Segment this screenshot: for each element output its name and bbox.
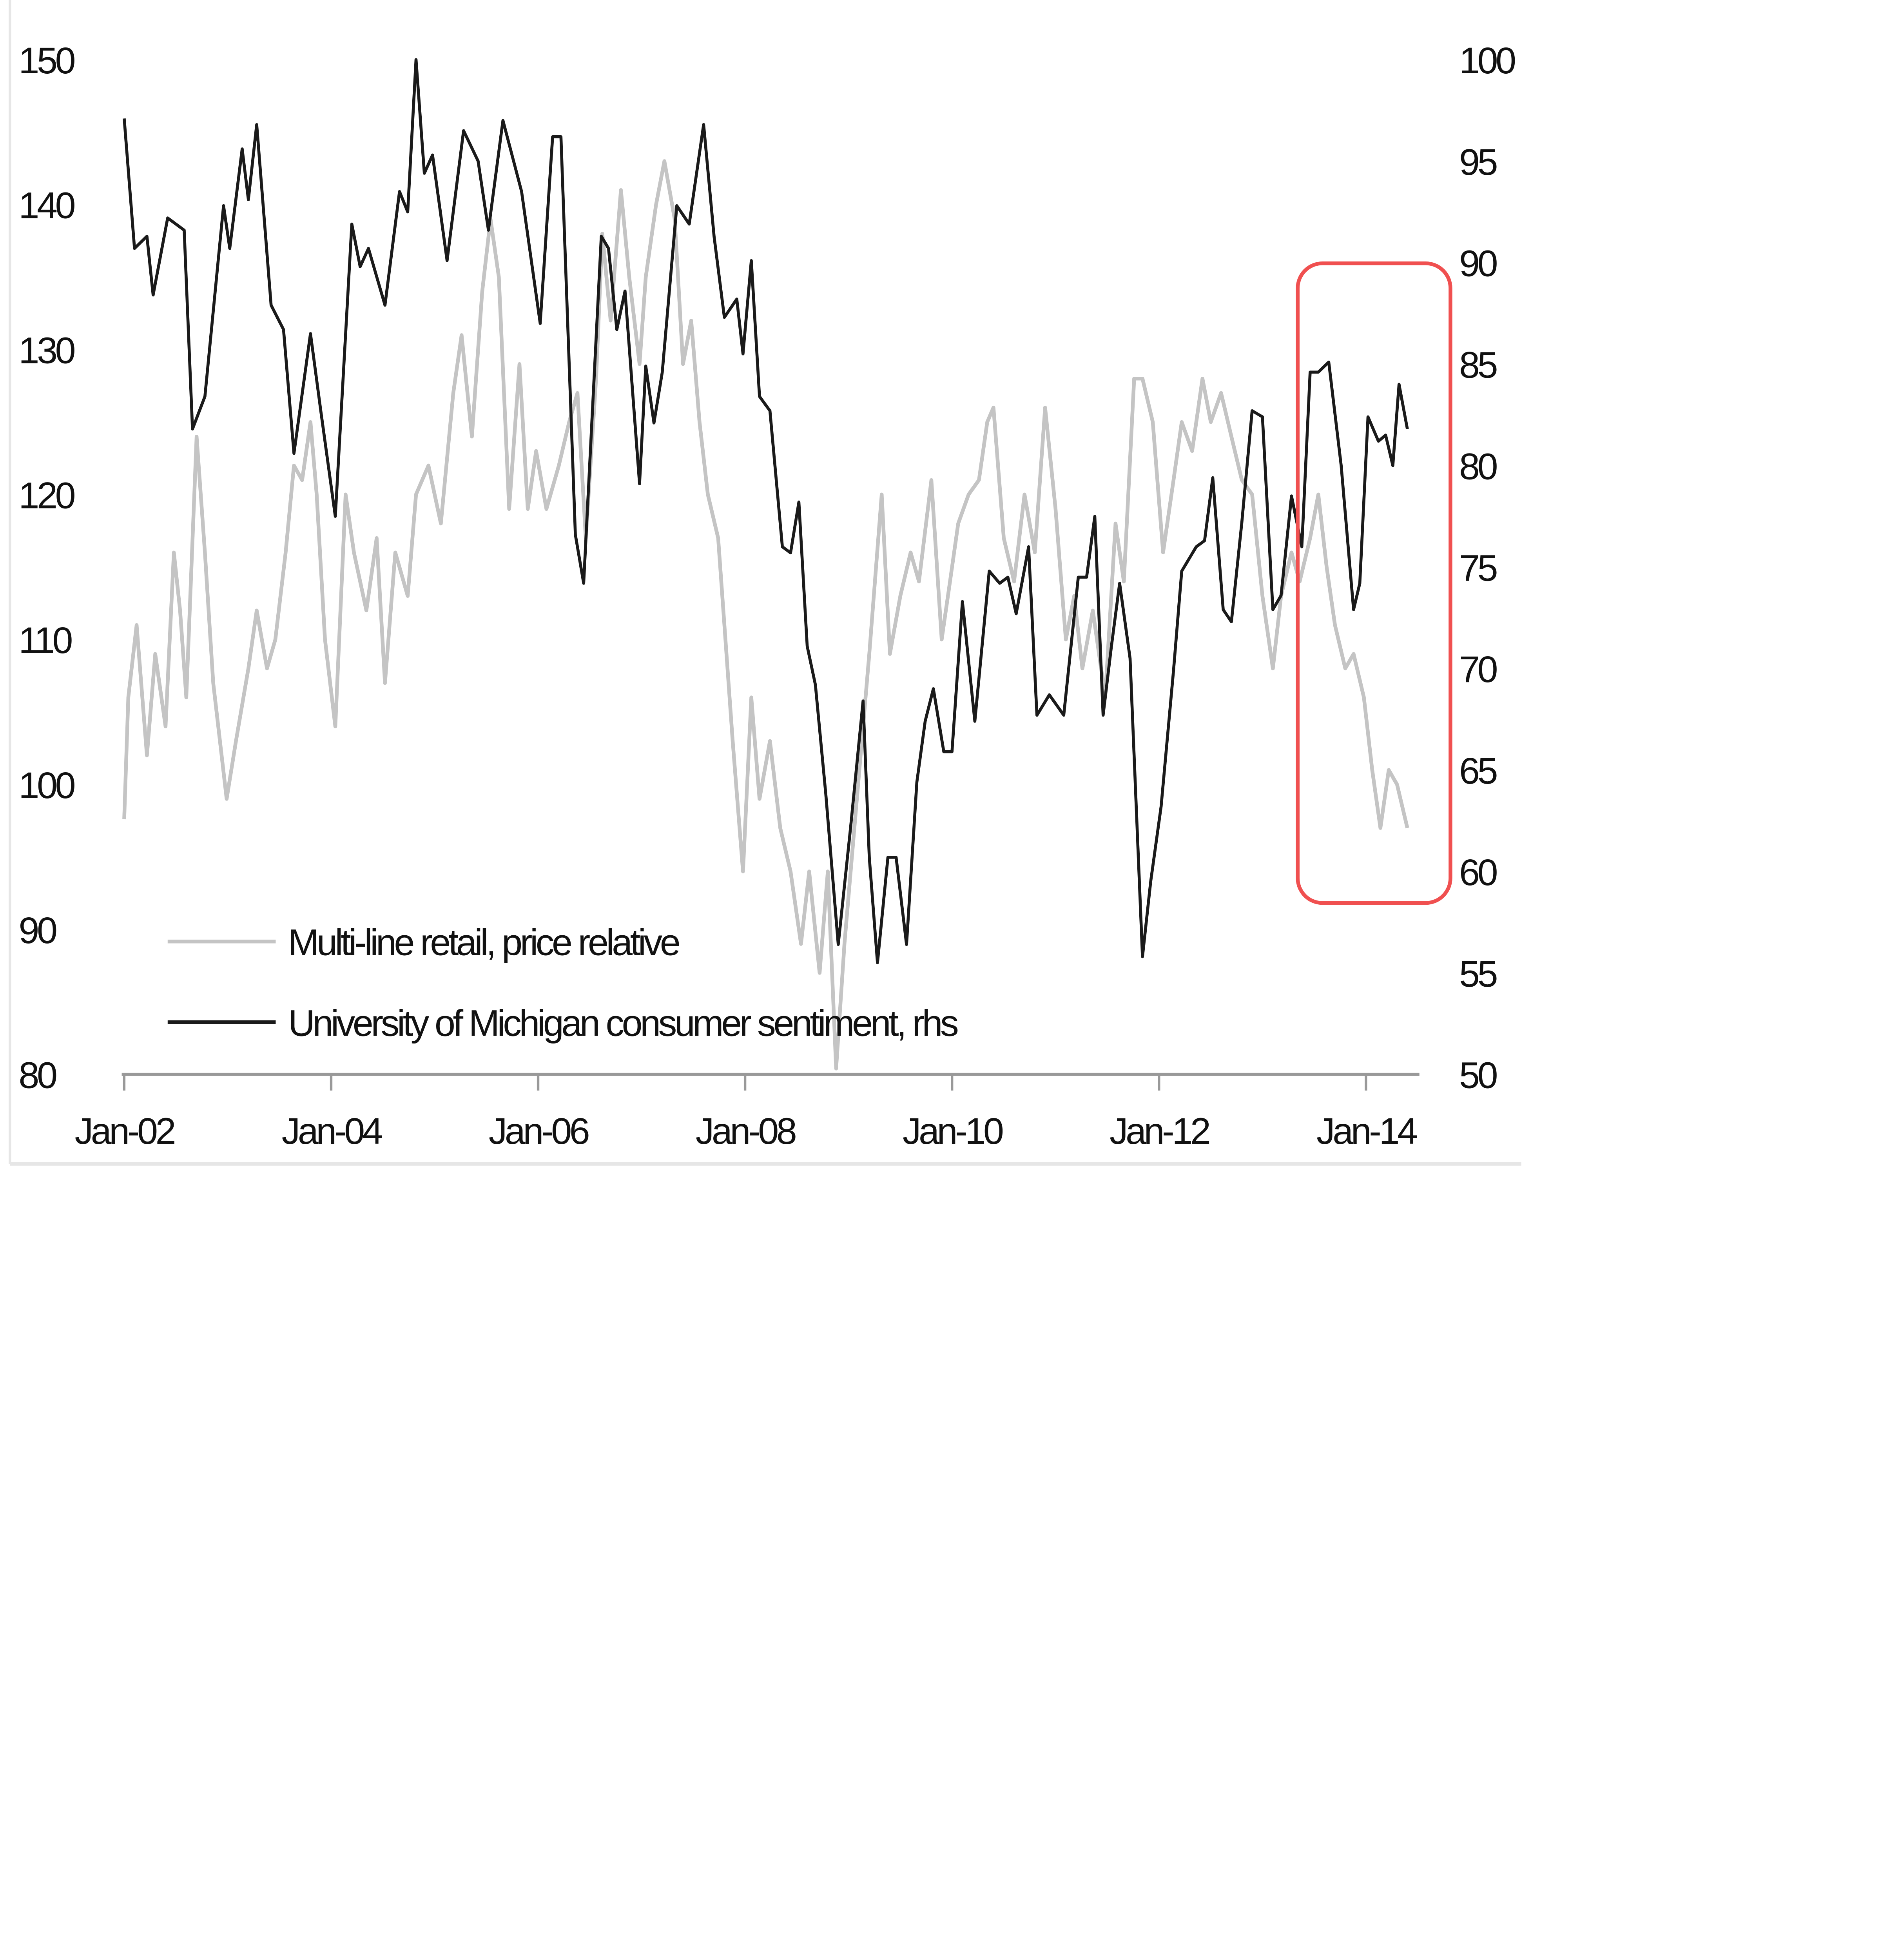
left-tick-label: 90: [19, 910, 57, 951]
x-tick-label: Jan-10: [903, 1111, 1003, 1152]
legend-label-retail: Multi-line retail, price relative: [288, 922, 679, 964]
right-tick-label: 65: [1459, 750, 1497, 792]
left-tick-label: 110: [19, 620, 72, 661]
right-tick-label: 55: [1459, 953, 1497, 995]
right-tick-label: 75: [1459, 547, 1497, 589]
right-tick-label: 50: [1459, 1055, 1497, 1096]
left-tick-label: 120: [19, 475, 75, 516]
left-tick-label: 130: [19, 330, 75, 372]
x-tick-label: Jan-08: [696, 1111, 796, 1152]
left-tick-label: 140: [19, 185, 75, 227]
series-layer: [122, 58, 1409, 1071]
x-tick-label: Jan-12: [1110, 1111, 1209, 1152]
series-line-sentiment: [123, 58, 1409, 964]
left-tick-label: 100: [19, 765, 75, 806]
right-tick-label: 95: [1459, 142, 1497, 183]
right-tick-label: 80: [1459, 446, 1497, 487]
highlight-box: [1296, 261, 1452, 905]
left-tick-label: 80: [19, 1055, 57, 1096]
right-axis-labels: 100 95 90 85 80 75 70 65 60 55 50: [1459, 40, 1517, 1096]
series-line-retail: [122, 159, 1409, 1071]
x-tick-label: Jan-06: [489, 1111, 589, 1152]
right-tick-label: 90: [1459, 243, 1497, 285]
x-axis-ticks: Jan-02 Jan-04 Jan-06 Jan-08 Jan-10 Jan-12 Jan-…: [75, 1074, 1420, 1152]
right-tick-label: 70: [1459, 649, 1497, 690]
x-tick-label: Jan-02: [75, 1111, 175, 1152]
x-tick-label: Jan-04: [282, 1111, 383, 1152]
right-tick-label: 85: [1459, 345, 1497, 386]
legend-label-sentiment: University of Michigan consumer sentimen…: [288, 1003, 958, 1044]
left-tick-label: 150: [19, 40, 75, 82]
left-axis-labels: 150 140 130 120 110 100 90 80: [19, 40, 77, 1096]
legend: Multi-line retail, price relative Univer…: [167, 922, 961, 1044]
right-tick-label: 100: [1459, 40, 1515, 82]
right-tick-label: 60: [1459, 852, 1497, 893]
x-tick-label: Jan-14: [1316, 1111, 1417, 1152]
